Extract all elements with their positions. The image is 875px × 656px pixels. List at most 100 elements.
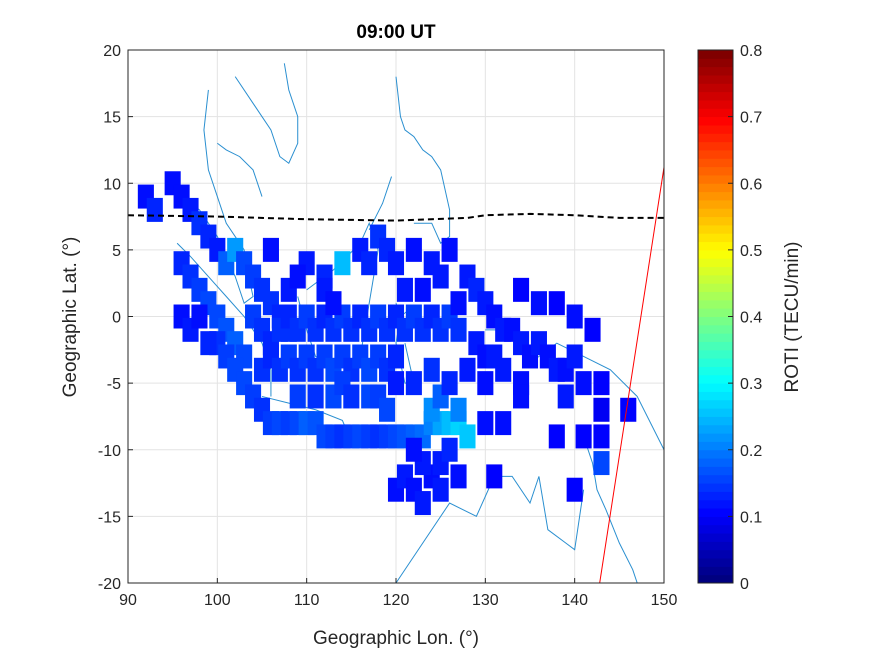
colorbar-segment bbox=[698, 258, 733, 268]
colorbar-segment bbox=[698, 524, 733, 534]
colorbar-segment bbox=[698, 499, 733, 509]
coastline bbox=[217, 142, 263, 197]
x-tick-label: 150 bbox=[651, 592, 678, 609]
roti-cell bbox=[379, 397, 396, 422]
colorbar: 0 0.1 0.2 0.3 0.4 0.5 0.6 0.7 0.8 bbox=[697, 43, 762, 593]
roti-cell bbox=[584, 317, 601, 342]
y-tick-label: 5 bbox=[112, 243, 121, 260]
colorbar-segment bbox=[698, 216, 733, 226]
roti-cell bbox=[441, 437, 458, 462]
roti-cell bbox=[477, 371, 494, 396]
roti-cell bbox=[566, 344, 583, 369]
y-tick-label: 20 bbox=[103, 43, 121, 60]
roti-cell bbox=[307, 384, 324, 409]
roti-cell bbox=[566, 477, 583, 502]
colorbar-tick-label: 0 bbox=[740, 576, 749, 593]
colorbar-segment bbox=[698, 516, 733, 526]
roti-cell bbox=[575, 371, 592, 396]
colorbar-segment bbox=[698, 408, 733, 417]
colorbar-segment bbox=[698, 224, 733, 234]
roti-cell bbox=[361, 251, 378, 276]
roti-cell bbox=[200, 331, 217, 356]
roti-cell bbox=[414, 491, 431, 516]
y-tick-label: 10 bbox=[103, 176, 121, 193]
roti-cell bbox=[325, 291, 342, 316]
colorbar-segment bbox=[698, 441, 733, 451]
colorbar-tick-label: 0.6 bbox=[740, 176, 762, 193]
roti-cell bbox=[459, 357, 476, 382]
roti-cell bbox=[405, 237, 422, 262]
roti-cell bbox=[432, 264, 449, 289]
colorbar-tick-label: 0.8 bbox=[740, 43, 762, 60]
roti-cell bbox=[289, 264, 306, 289]
roti-cell bbox=[343, 384, 360, 409]
colorbar-segment bbox=[698, 349, 733, 359]
colorbar-segment bbox=[698, 91, 733, 101]
magnetic-equator-line bbox=[127, 212, 664, 222]
x-tick-label: 120 bbox=[383, 592, 410, 609]
colorbar-segment bbox=[698, 50, 733, 59]
roti-cell bbox=[423, 357, 440, 382]
y-tick-label: -20 bbox=[98, 576, 121, 593]
roti-cell bbox=[486, 464, 503, 489]
roti-cell bbox=[477, 411, 494, 436]
roti-cell bbox=[566, 304, 583, 329]
roti-cell bbox=[191, 304, 208, 329]
colorbar-segment bbox=[698, 266, 733, 276]
colorbar-segment bbox=[698, 533, 733, 542]
colorbar-segment bbox=[698, 283, 733, 293]
colorbar-segment bbox=[698, 391, 733, 401]
colorbar-segment bbox=[698, 466, 733, 476]
colorbar-segment bbox=[698, 74, 733, 84]
y-tick-label: 0 bbox=[112, 310, 121, 327]
y-tick-label: -5 bbox=[107, 376, 121, 393]
colorbar-segment bbox=[698, 158, 733, 168]
colorbar-segment bbox=[698, 58, 733, 68]
colorbar-segment bbox=[698, 141, 733, 151]
colorbar-segment bbox=[698, 108, 733, 118]
roti-cell bbox=[593, 397, 610, 422]
roti-cell bbox=[513, 277, 530, 302]
colorbar-segment bbox=[698, 83, 733, 93]
colorbar-segment bbox=[698, 191, 733, 201]
colorbar-segment bbox=[698, 308, 733, 317]
colorbar-segment bbox=[698, 458, 733, 467]
roti-cell bbox=[620, 397, 637, 422]
colorbar-segment bbox=[698, 366, 733, 376]
colorbar-segment bbox=[698, 274, 733, 284]
colorbar-segment bbox=[698, 449, 733, 459]
colorbar-segment bbox=[698, 124, 733, 134]
colorbar-segment bbox=[698, 116, 733, 126]
coastline bbox=[395, 475, 585, 584]
roti-cell bbox=[575, 424, 592, 449]
colorbar-segment bbox=[698, 316, 733, 326]
colorbar-tick-label: 0.7 bbox=[740, 110, 762, 127]
colorbar-segment bbox=[698, 566, 733, 576]
colorbar-segment bbox=[698, 333, 733, 342]
colorbar-segment bbox=[698, 549, 733, 559]
colorbar-segment bbox=[698, 241, 733, 251]
roti-cell bbox=[146, 197, 163, 222]
roti-cell bbox=[593, 371, 610, 396]
colorbar-segment bbox=[698, 249, 733, 259]
colorbar-segment bbox=[698, 66, 733, 76]
x-tick-label: 90 bbox=[119, 592, 137, 609]
roti-cell bbox=[548, 291, 565, 316]
roti-cell bbox=[405, 371, 422, 396]
roti-cell bbox=[262, 237, 279, 262]
roti-cell bbox=[486, 344, 503, 369]
x-tick-label: 110 bbox=[294, 592, 320, 609]
colorbar-segment bbox=[698, 474, 733, 484]
roti-cell bbox=[495, 411, 512, 436]
x-tick-label: 100 bbox=[204, 592, 231, 609]
x-axis-label: Geographic Lon. (°) bbox=[313, 628, 479, 649]
colorbar-segment bbox=[698, 383, 733, 392]
roti-cell bbox=[513, 384, 530, 409]
roti-cell bbox=[450, 291, 467, 316]
roti-cell bbox=[441, 237, 458, 262]
coastline bbox=[583, 436, 638, 584]
chart-title: 09:00 UT bbox=[356, 22, 436, 43]
colorbar-segment bbox=[698, 324, 733, 334]
roti-cell bbox=[530, 291, 547, 316]
